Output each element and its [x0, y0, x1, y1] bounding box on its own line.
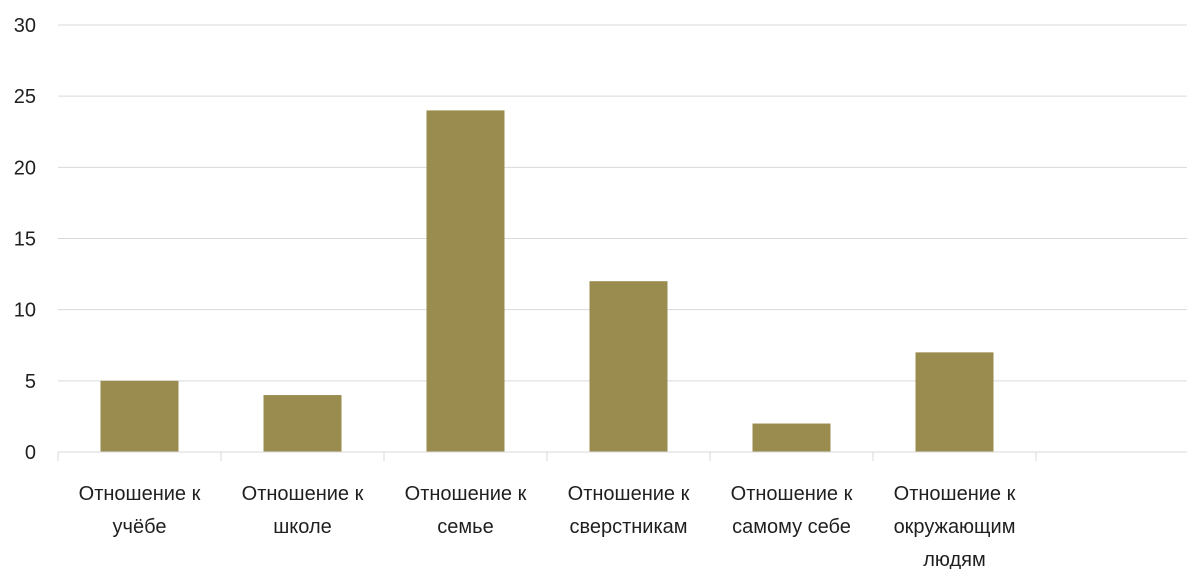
x-category-label: Отношение к	[79, 483, 201, 505]
x-category-label: Отношение к	[568, 483, 690, 505]
gridlines	[58, 24, 1187, 382]
y-axis-tick-labels: 0 5 10 15 20 25 30	[14, 15, 36, 464]
y-tick-label: 25	[14, 86, 36, 108]
y-tick-label: 30	[14, 15, 36, 37]
bar	[589, 281, 668, 452]
x-category-label: сверстникам	[569, 516, 687, 538]
x-category-label: Отношение к	[405, 483, 527, 505]
x-category-label: Отношение к	[731, 483, 853, 505]
x-category-label: школе	[273, 516, 332, 538]
x-category-label: Отношение к	[894, 483, 1016, 505]
y-tick-label: 15	[14, 229, 36, 251]
x-axis-category-labels: Отношение к учёбе Отношение к школе Отношени…	[79, 483, 1016, 569]
bar	[100, 380, 179, 452]
bar	[915, 352, 994, 452]
bar	[752, 423, 831, 452]
x-category-label: самому себе	[732, 516, 851, 538]
bars	[100, 110, 994, 453]
x-category-label: людям	[923, 549, 985, 569]
bar	[426, 110, 505, 453]
x-category-label: учёбе	[113, 516, 167, 538]
y-tick-label: 10	[14, 300, 36, 322]
x-category-label: окружающим	[894, 516, 1016, 538]
y-tick-label: 0	[25, 442, 36, 464]
y-tick-label: 20	[14, 157, 36, 179]
x-category-label: семье	[437, 516, 493, 538]
x-axis	[57, 451, 1187, 461]
x-category-label: Отношение к	[242, 483, 364, 505]
bar	[263, 395, 342, 452]
y-tick-label: 5	[25, 371, 36, 393]
